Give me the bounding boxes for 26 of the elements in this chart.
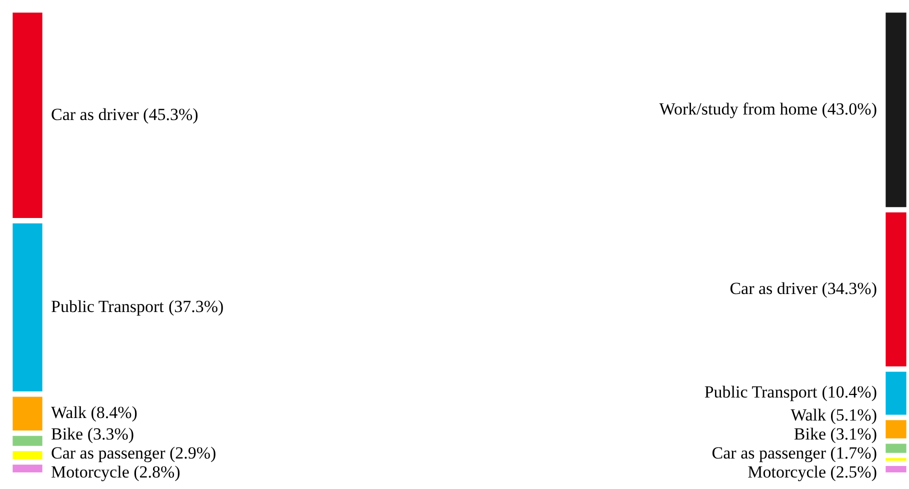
data-label: (45.3%) [143,104,198,124]
data-label: (5.1%) [830,405,877,424]
data-label: (8.4%) [90,403,138,422]
category-label: Car as passenger [51,443,166,462]
category-label: Car as driver [730,278,818,298]
data-label: (2.5%) [830,462,877,482]
data-label: (10.4%) [822,382,877,402]
category-label: Public Transport [51,296,164,316]
data-label: (37.3%) [168,296,224,316]
category-label: Bike [794,424,826,444]
category-label: Bike [51,424,84,444]
data-label: (43.0%) [822,99,877,118]
category-label: Work/study from home [659,99,818,118]
data-label: (34.3%) [822,278,877,298]
category-label: Motorcycle [51,462,130,482]
category-label: Car as passenger [712,443,826,462]
data-label: (3.3%) [87,424,134,444]
category-label: Car as driver [51,104,140,124]
data-label: (1.7%) [830,443,877,462]
category-label: Motorcycle [748,462,826,482]
data-label: (2.9%) [169,443,216,462]
category-label: Public Transport [704,382,818,402]
category-label: Walk [51,403,87,422]
data-label: (2.8%) [134,462,180,482]
data-label: (3.1%) [830,424,877,444]
category-label: Walk [790,405,827,424]
